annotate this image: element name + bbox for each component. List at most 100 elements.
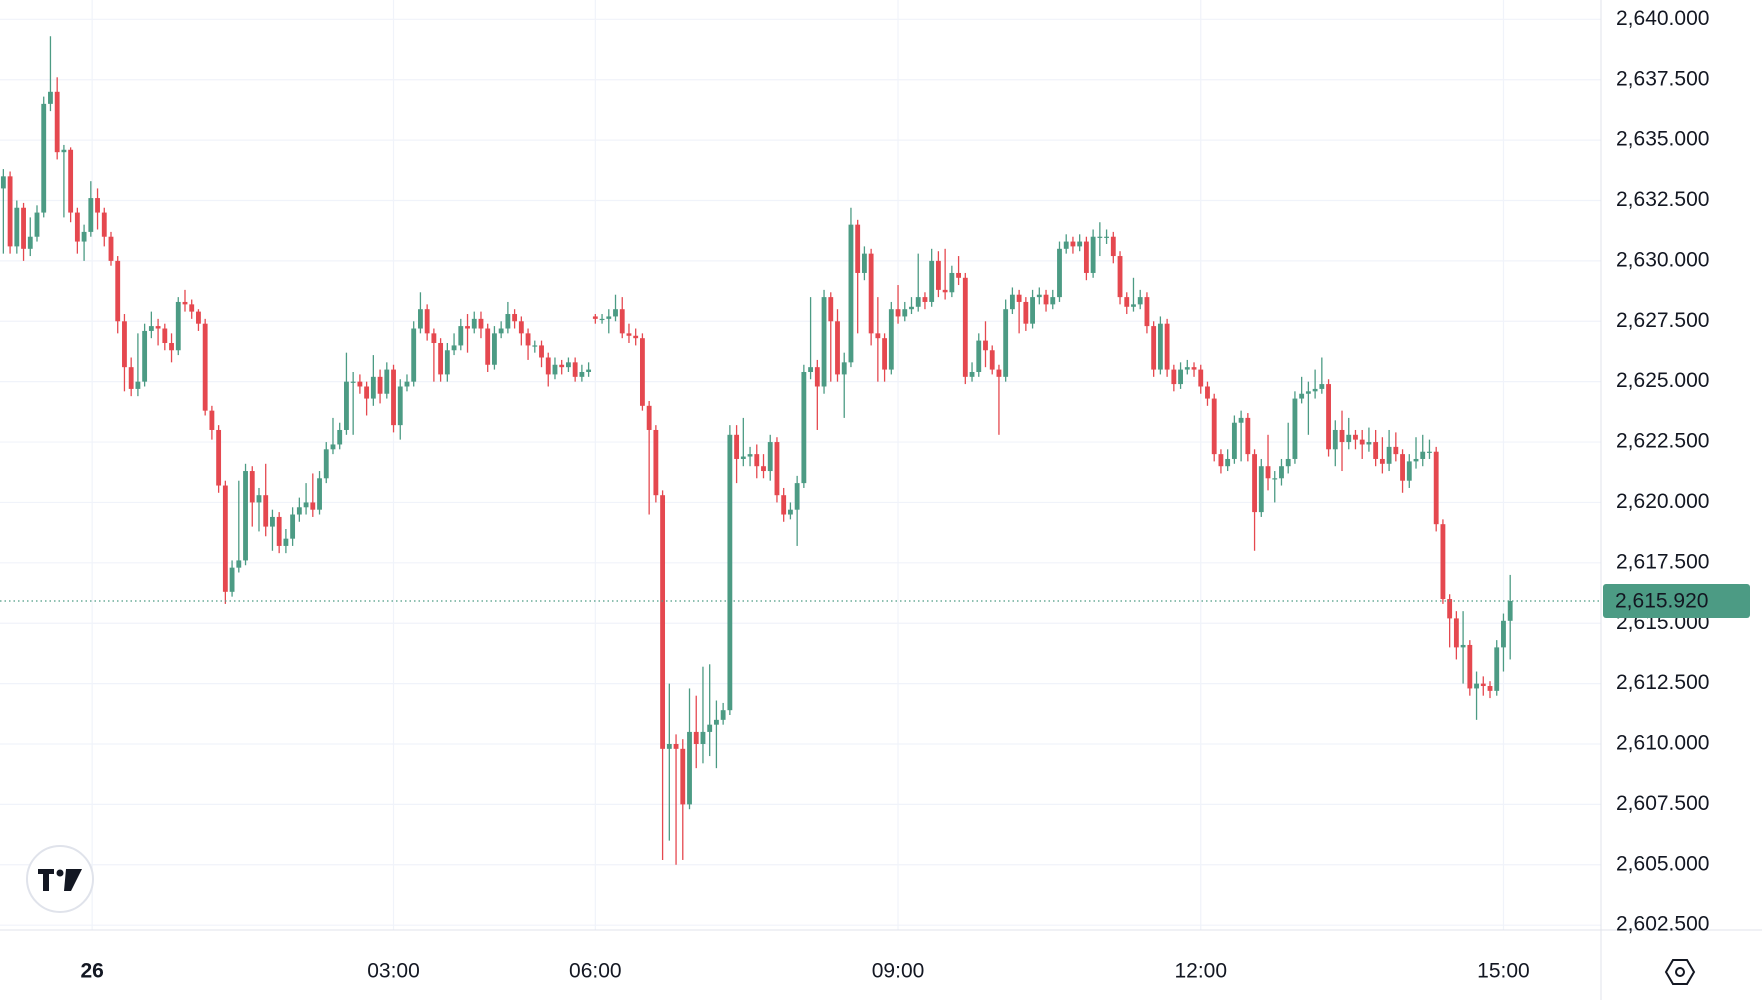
- candle-body: [619, 309, 625, 334]
- candle-body: [1171, 369, 1177, 385]
- candle-body: [1279, 466, 1284, 479]
- candle-body: [882, 338, 888, 370]
- candle-body: [1339, 429, 1345, 443]
- candle-body: [290, 514, 296, 539]
- candle-body: [337, 429, 343, 445]
- candle-body: [1413, 458, 1419, 462]
- candle-body: [909, 306, 914, 310]
- logo-glyph: [56, 869, 64, 877]
- candle-body: [1124, 297, 1130, 307]
- y-tick-label: 2,637.500: [1616, 67, 1709, 90]
- settings-icon: [1675, 967, 1685, 977]
- settings-button[interactable]: [1664, 959, 1696, 985]
- candle-body: [1346, 434, 1352, 443]
- candle-body: [559, 364, 565, 368]
- candle-body: [81, 231, 87, 242]
- candle-body: [478, 318, 484, 329]
- candle-body: [1043, 294, 1049, 305]
- candle-body: [915, 297, 921, 307]
- candle-body: [182, 301, 188, 305]
- candle-body: [1023, 301, 1029, 324]
- candle-body: [747, 454, 753, 457]
- y-tick-label: 2,640.000: [1616, 7, 1709, 30]
- candle-body: [1131, 304, 1136, 307]
- candle-body: [357, 381, 363, 387]
- candle-body: [579, 372, 585, 377]
- candle-body: [1393, 446, 1399, 455]
- candle-body: [1238, 417, 1244, 423]
- candle-body: [1494, 647, 1500, 691]
- last-price-label: 2,615.920: [1615, 590, 1708, 613]
- candle-body: [693, 731, 699, 744]
- candle-body: [592, 316, 598, 319]
- candle-body: [787, 509, 793, 515]
- candle-body: [566, 362, 571, 368]
- candle-body: [1447, 599, 1453, 619]
- candle-body: [209, 410, 215, 430]
- candle-body: [525, 333, 531, 346]
- candle-body: [458, 326, 464, 346]
- candle-body: [411, 328, 417, 382]
- x-tick-label: 15:00: [1477, 960, 1530, 983]
- candle-body: [532, 345, 538, 347]
- logo-glyph: [38, 869, 54, 891]
- candle-body: [296, 507, 302, 515]
- candle-body: [317, 478, 322, 510]
- candle-body: [1427, 451, 1432, 453]
- candle-body: [48, 91, 53, 104]
- candle-body: [444, 350, 450, 375]
- candle-body: [1319, 384, 1325, 389]
- y-tick-label: 2,602.500: [1616, 913, 1709, 936]
- candle-body: [1205, 386, 1210, 399]
- candle-body: [74, 212, 80, 242]
- candle-body: [1433, 451, 1439, 525]
- candle-body: [236, 560, 242, 568]
- candle-body: [1137, 297, 1143, 305]
- logo-circle[interactable]: [26, 845, 94, 913]
- candle-body: [1299, 393, 1305, 399]
- candle-body: [249, 471, 255, 503]
- candle-body: [552, 364, 558, 375]
- candle-body: [1366, 442, 1372, 445]
- candle-body: [492, 333, 497, 365]
- candle-body: [1110, 236, 1116, 257]
- candle-body: [1265, 466, 1271, 479]
- candle-body: [1063, 241, 1069, 249]
- candle-body: [808, 367, 814, 372]
- candle-body: [471, 318, 477, 329]
- candle-body: [572, 362, 578, 377]
- candle-body: [767, 442, 773, 472]
- candle-body: [740, 456, 746, 459]
- candle-body: [1050, 297, 1056, 305]
- y-tick-label: 2,635.000: [1616, 128, 1709, 151]
- candle-body: [734, 434, 740, 459]
- candle-body: [1507, 600, 1513, 621]
- candle-body: [1009, 294, 1015, 310]
- candle-body: [639, 338, 645, 406]
- candle-body: [1460, 644, 1466, 648]
- candle-body: [222, 485, 228, 592]
- x-tick-label: 09:00: [872, 960, 925, 983]
- candle-body: [95, 198, 100, 213]
- settings-icon[interactable]: [1664, 959, 1696, 985]
- candle-body: [1016, 294, 1022, 302]
- candle-body: [404, 381, 410, 387]
- y-tick-label: 2,632.500: [1616, 188, 1709, 211]
- candle-body: [1157, 323, 1163, 370]
- candle-body: [34, 212, 40, 237]
- candle-body: [754, 454, 760, 467]
- candle-body: [1312, 388, 1318, 392]
- candle-body: [162, 328, 168, 344]
- candle-body: [303, 502, 309, 508]
- candle-body: [122, 321, 127, 368]
- candle-body: [976, 340, 982, 372]
- candle-body: [539, 345, 544, 358]
- candle-body: [687, 731, 692, 805]
- candle-body: [660, 495, 666, 749]
- candle-body: [1379, 458, 1385, 464]
- candle-body: [673, 744, 679, 749]
- candle-body: [653, 429, 659, 496]
- tv-logo[interactable]: [26, 845, 94, 913]
- candle-body: [229, 567, 235, 592]
